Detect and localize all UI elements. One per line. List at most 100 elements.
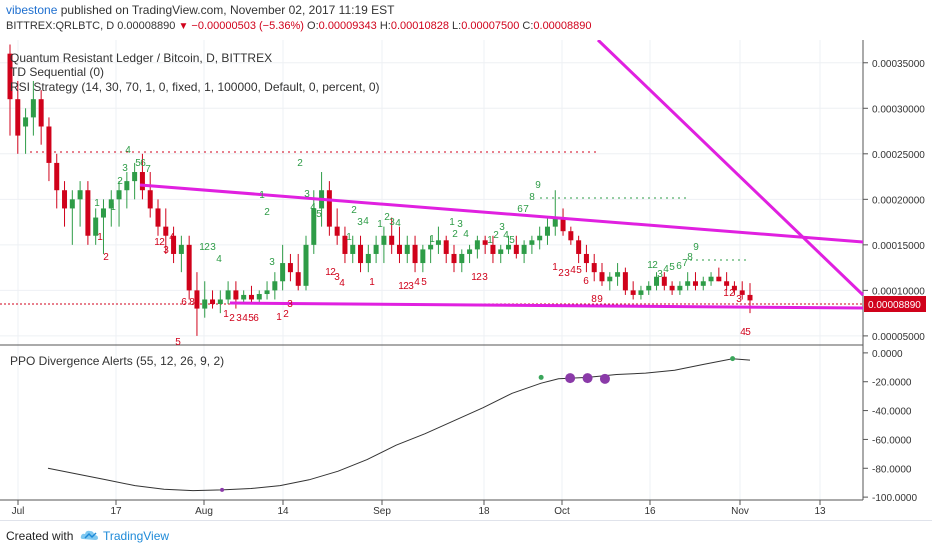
td-green-count: 3 [122, 163, 128, 174]
candle-body [568, 231, 574, 241]
lower-trendline[interactable] [229, 301, 864, 310]
td-red-count: 1 [369, 277, 375, 288]
candle-body [38, 99, 44, 127]
legend-title: Quantum Resistant Ledger / Bitcoin, D, B… [10, 51, 272, 65]
candle-body [638, 290, 644, 295]
candle-body [396, 244, 402, 254]
candle-body [54, 162, 60, 191]
td-green-count: 5 [316, 209, 322, 220]
candle-body [233, 290, 239, 300]
candle-body [46, 126, 52, 163]
td-red-count: 8 [591, 294, 597, 305]
td-red-count: 2 [229, 313, 235, 324]
tradingview-brand[interactable]: TradingView [103, 529, 170, 543]
td-green-count: 5 [669, 262, 675, 273]
time-tick-label: Sep [373, 506, 391, 517]
footer: Created with TradingView [0, 520, 932, 551]
candle-body [202, 299, 208, 309]
td-green-count: 5 [135, 158, 141, 169]
td-green-count: 1 [487, 235, 493, 246]
td-green-count: 7 [682, 258, 688, 269]
time-tick-label: 16 [644, 506, 656, 517]
publish-line: vibestone published on TradingView.com, … [6, 3, 394, 17]
td-red-count: 1 [223, 309, 229, 320]
td-red-count: 5 [421, 277, 427, 288]
candle-body [256, 294, 262, 300]
td-green-count: 9 [535, 180, 541, 191]
reference-lines [0, 151, 863, 305]
time-tick-label: Aug [195, 506, 213, 517]
td-green-count: 2 [652, 260, 658, 271]
symbol-label: BITTREX:QRLBTC, D [6, 20, 115, 32]
candle-body [23, 117, 29, 127]
td-red-count: 8 [189, 297, 195, 308]
price-tick-label: 0.00020000 [872, 195, 925, 206]
td-green-count: 3 [210, 242, 216, 253]
td-red-count: 3 [163, 245, 169, 256]
trendlines[interactable] [139, 40, 865, 310]
candle-body [373, 244, 379, 254]
td-green-count: 8 [529, 192, 535, 203]
td-red-count: 2 [558, 268, 564, 279]
td-red-count: 5 [745, 327, 751, 338]
ppo-alert-dot [599, 373, 610, 384]
td-red-count: 4 [414, 277, 420, 288]
td-green-count: 3 [457, 219, 463, 230]
candle-body [412, 244, 418, 264]
ppo-line [47, 358, 751, 492]
change-text: −0.00000503 (−5.36%) [191, 20, 304, 32]
td-green-count: 1 [429, 234, 435, 245]
candle-body [482, 240, 488, 245]
candle-body [474, 240, 480, 250]
candle-body [358, 244, 364, 264]
legend-td[interactable]: TD Sequential (0) [10, 65, 104, 79]
td-green-count: 7 [523, 204, 529, 215]
td-green-count: 4 [503, 230, 509, 241]
candle-body [607, 276, 613, 282]
close-value: 0.00008890 [533, 20, 592, 32]
candle-body [576, 240, 582, 254]
chart-canvas[interactable]: 0.00035000 0.00030000 0.00025000 0.00020000… [0, 40, 932, 520]
td-green-count: 5 [509, 235, 515, 246]
td-green-count: 6 [676, 261, 682, 272]
time-tick-label: 17 [110, 506, 122, 517]
candle-body [280, 263, 286, 282]
td-green-count: 3 [357, 217, 363, 228]
candle-body [326, 190, 332, 227]
td-red-count: 3 [408, 281, 414, 292]
td-green-count: 8 [687, 252, 693, 263]
legend-ppo[interactable]: PPO Divergence Alerts (55, 12, 26, 9, 2) [10, 354, 224, 368]
ppo-alert-dot [220, 487, 225, 492]
td-green-count: 3 [657, 269, 663, 280]
last-price-text: 0.00008890 [117, 20, 176, 32]
steep-trendline[interactable] [596, 40, 865, 297]
upper-trendline[interactable] [139, 183, 864, 244]
candle-body [147, 190, 153, 209]
ppo-alert-dot [565, 373, 576, 384]
candle-body [677, 285, 683, 291]
candle-body [287, 263, 293, 273]
td-red-count: 1 [325, 267, 331, 278]
td-green-count: 2 [493, 230, 499, 241]
td-green-count: 1 [110, 202, 116, 213]
td-red-count: 3 [564, 268, 570, 279]
td-red-count: 2 [403, 281, 409, 292]
candle-body [498, 249, 504, 254]
td-red-count: 4 [339, 278, 345, 289]
td-green-count: 7 [145, 164, 151, 175]
time-tick-label: Jul [12, 506, 25, 517]
author-name[interactable]: vibestone [6, 3, 58, 17]
ppo-tick-label: -60.0000 [872, 435, 912, 446]
candle-body [622, 272, 628, 291]
price-tick-label: 0.00025000 [872, 150, 925, 161]
candle-body [108, 199, 114, 209]
price-tick-label: 0.00010000 [872, 286, 925, 297]
legend-rsi[interactable]: RSI Strategy (14, 30, 70, 1, 0, fixed, 1… [10, 80, 380, 94]
td-green-count: 1 [377, 219, 383, 230]
td-red-count: 5 [576, 265, 582, 276]
candle-body [685, 281, 691, 286]
td-green-count: 4 [310, 202, 316, 213]
candle-body [30, 99, 36, 118]
time-tick-label: 18 [478, 506, 490, 517]
candle-body [186, 244, 192, 291]
